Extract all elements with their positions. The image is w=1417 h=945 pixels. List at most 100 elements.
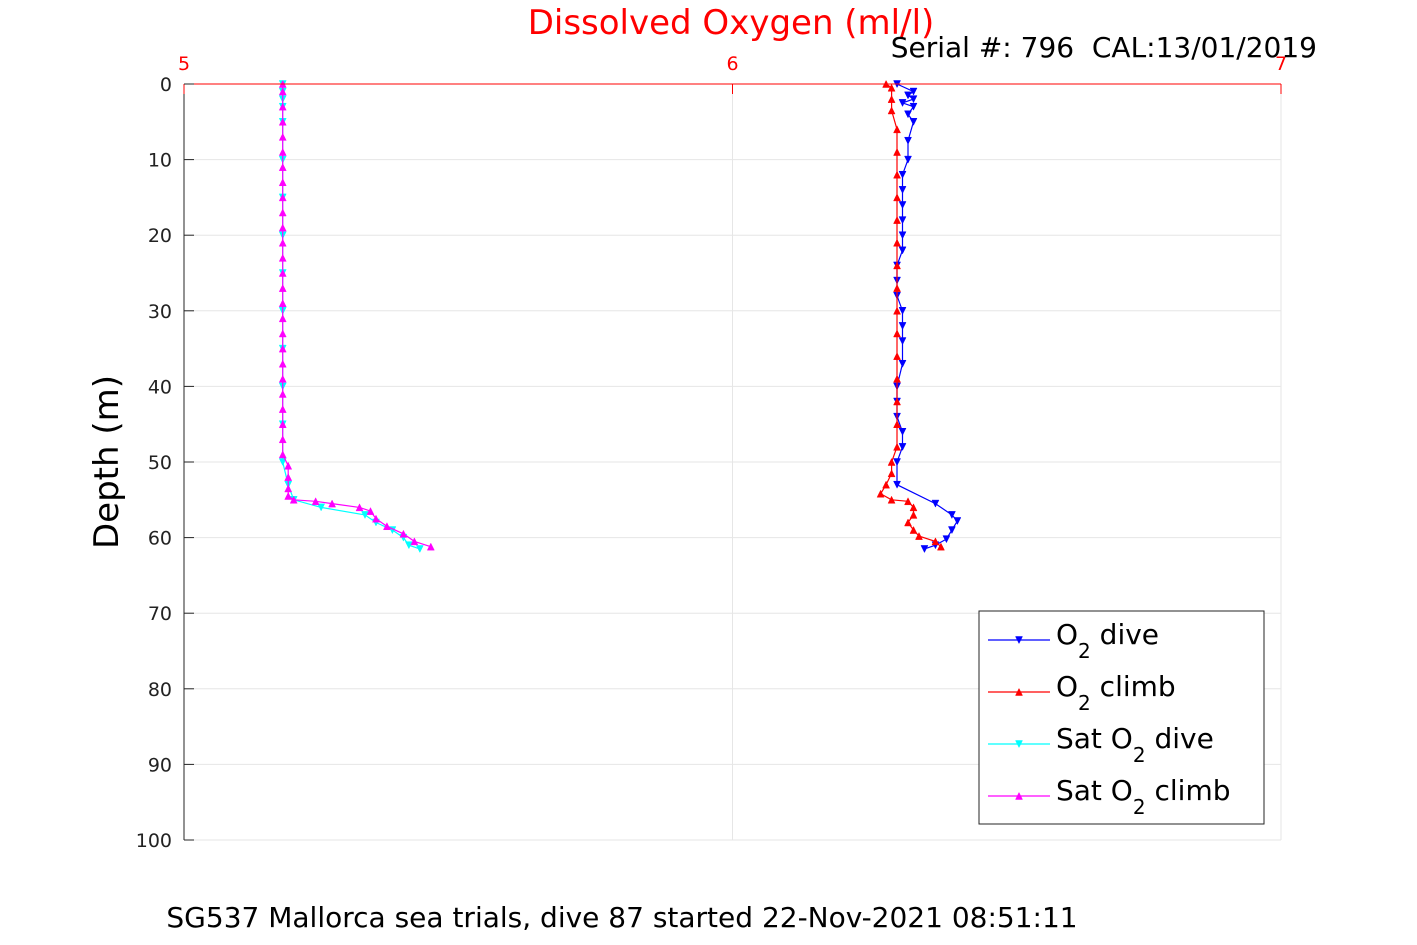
data-point-sat-o2-climb (278, 132, 287, 141)
x-tick-label: 5 (178, 53, 190, 75)
data-point-o2-climb (887, 106, 896, 115)
legend-label-suffix: climb (1146, 774, 1231, 807)
data-point-o2-dive (904, 136, 912, 145)
data-point-o2-climb (937, 542, 945, 551)
legend-label-sat-o2-dive: Sat O2 dive (1056, 722, 1214, 767)
legend-label-main: Sat O (1056, 722, 1133, 755)
y-tick-label: 80 (148, 679, 172, 701)
data-point-o2-dive (909, 118, 918, 126)
series-sat-o2-climb (278, 79, 435, 551)
y-tick-label: 40 (148, 376, 172, 398)
data-point-o2-dive (909, 95, 918, 104)
data-point-sat-o2-climb (278, 163, 287, 171)
data-point-o2-climb (909, 525, 918, 534)
data-point-o2-dive (947, 526, 956, 535)
data-point-o2-climb (904, 518, 912, 527)
data-point-o2-climb (909, 503, 918, 512)
data-point-o2-climb (893, 238, 901, 247)
legend-box (978, 610, 1265, 825)
data-point-o2-climb (893, 329, 901, 338)
data-point-o2-climb (893, 170, 901, 179)
data-point-o2-climb (893, 125, 901, 134)
data-point-o2-climb (931, 537, 940, 546)
legend-label-o2-dive: O2 dive (1056, 618, 1159, 663)
data-point-o2-climb (893, 397, 901, 406)
data-point-o2-dive (898, 443, 907, 451)
data-point-o2-dive (898, 170, 907, 179)
data-point-sat-o2-climb (328, 499, 336, 508)
data-point-o2-dive (898, 307, 907, 315)
legend-label-subscript: 2 (1078, 691, 1091, 715)
data-point-o2-climb (893, 374, 901, 383)
data-point-sat-o2-climb (383, 522, 391, 531)
y-tick-label: 20 (148, 225, 172, 247)
data-point-o2-climb (893, 193, 901, 202)
data-point-sat-o2-climb (278, 359, 287, 368)
data-point-o2-dive (898, 322, 907, 330)
data-point-o2-climb (882, 480, 890, 489)
series-line-o2-climb (879, 83, 942, 548)
data-point-sat-o2-climb (278, 147, 287, 156)
legend-label-main: O (1056, 670, 1078, 703)
data-point-o2-dive (909, 102, 918, 111)
data-point-sat-o2-climb (289, 495, 298, 504)
data-point-sat-o2-dive (278, 458, 287, 467)
data-point-o2-dive (898, 246, 907, 255)
data-point-sat-o2-climb (278, 117, 287, 126)
data-point-o2-climb (893, 442, 901, 451)
data-point-o2-climb (887, 95, 896, 103)
data-point-o2-dive (898, 231, 907, 240)
data-point-sat-o2-climb (278, 87, 287, 96)
serial-annotation: Serial #: 796 CAL:13/01/2019 (891, 31, 1317, 64)
y-tick-label: 0 (160, 74, 172, 96)
data-point-sat-o2-climb (278, 389, 287, 398)
legend-label-suffix: dive (1091, 618, 1159, 651)
data-point-sat-o2-climb (278, 314, 287, 323)
legend-label-subscript: 2 (1133, 743, 1146, 767)
data-point-sat-o2-climb (278, 420, 287, 428)
data-point-o2-climb (893, 284, 901, 292)
data-point-sat-o2-climb (426, 542, 435, 551)
data-point-sat-o2-climb (278, 299, 287, 307)
y-tick-label: 30 (148, 301, 172, 323)
data-point-sat-o2-climb (284, 461, 293, 470)
data-point-sat-o2-climb (278, 329, 287, 338)
data-point-o2-dive (947, 511, 956, 519)
data-point-o2-dive (904, 91, 912, 100)
y-tick-label: 10 (148, 150, 172, 172)
y-tick-label: 50 (148, 452, 172, 474)
legend-label-subscript: 2 (1133, 795, 1146, 819)
data-point-o2-dive (904, 155, 912, 164)
data-point-o2-dive (898, 359, 907, 368)
data-point-o2-climb (893, 216, 901, 224)
data-point-o2-climb (909, 510, 918, 519)
data-point-sat-o2-climb (366, 507, 375, 515)
series-line-sat-o2-climb (282, 84, 431, 548)
data-point-sat-o2-climb (410, 537, 419, 546)
y-tick-label: 100 (136, 830, 172, 852)
legend-label-main: O (1056, 618, 1078, 651)
data-point-o2-climb (887, 469, 896, 478)
legend-label-o2-climb: O2 climb (1056, 670, 1176, 715)
legend-label-suffix: climb (1091, 670, 1176, 703)
data-point-o2-dive (898, 337, 907, 346)
data-point-o2-dive (898, 428, 907, 436)
data-point-o2-dive (909, 87, 918, 96)
x-tick-label: 6 (726, 53, 738, 75)
data-point-o2-climb (904, 497, 912, 506)
data-point-sat-o2-climb (278, 284, 287, 292)
data-point-sat-o2-climb (278, 344, 287, 353)
data-point-o2-dive (904, 110, 912, 119)
data-point-sat-o2-climb (278, 208, 287, 217)
legend-marker-sat-o2-climb (1015, 791, 1023, 800)
data-point-sat-o2-climb (278, 238, 287, 247)
series-o2-climb (876, 79, 945, 551)
data-point-o2-climb (893, 261, 901, 270)
y-tick-label: 70 (148, 603, 172, 625)
data-point-sat-o2-climb (311, 497, 320, 506)
y-tick-label: 60 (148, 528, 172, 550)
data-point-sat-o2-climb (278, 253, 287, 262)
